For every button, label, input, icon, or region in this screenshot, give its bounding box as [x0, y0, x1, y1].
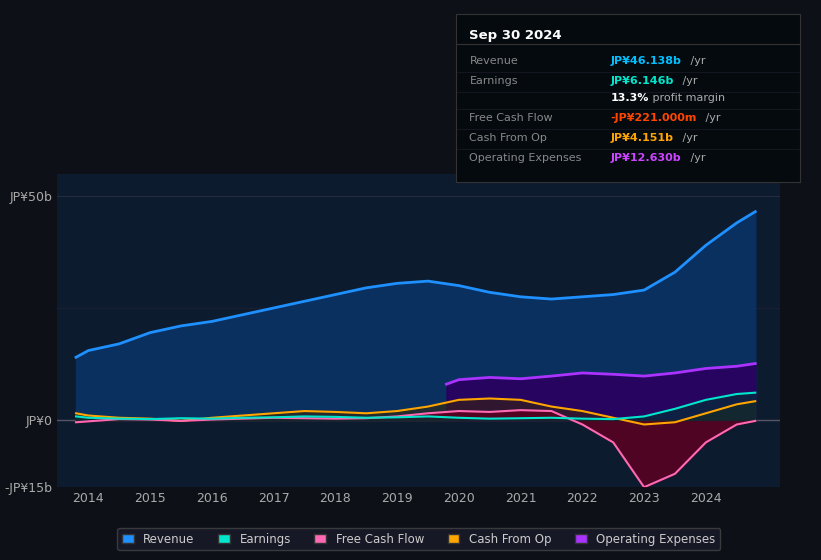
Text: /yr: /yr: [686, 56, 705, 66]
Text: JP¥12.630b: JP¥12.630b: [611, 153, 681, 164]
Text: /yr: /yr: [702, 113, 720, 123]
Text: Free Cash Flow: Free Cash Flow: [470, 113, 553, 123]
Text: Revenue: Revenue: [470, 56, 518, 66]
Text: 13.3%: 13.3%: [611, 93, 649, 103]
Text: JP¥6.146b: JP¥6.146b: [611, 76, 674, 86]
Text: JP¥4.151b: JP¥4.151b: [611, 133, 674, 143]
Text: Operating Expenses: Operating Expenses: [470, 153, 582, 164]
Text: Sep 30 2024: Sep 30 2024: [470, 29, 562, 42]
Text: /yr: /yr: [686, 153, 705, 164]
Legend: Revenue, Earnings, Free Cash Flow, Cash From Op, Operating Expenses: Revenue, Earnings, Free Cash Flow, Cash …: [117, 528, 720, 550]
Text: profit margin: profit margin: [649, 93, 725, 103]
Text: Earnings: Earnings: [470, 76, 518, 86]
Text: -JP¥221.000m: -JP¥221.000m: [611, 113, 697, 123]
Text: Cash From Op: Cash From Op: [470, 133, 548, 143]
Text: /yr: /yr: [679, 133, 698, 143]
Text: /yr: /yr: [679, 76, 698, 86]
Text: JP¥46.138b: JP¥46.138b: [611, 56, 681, 66]
